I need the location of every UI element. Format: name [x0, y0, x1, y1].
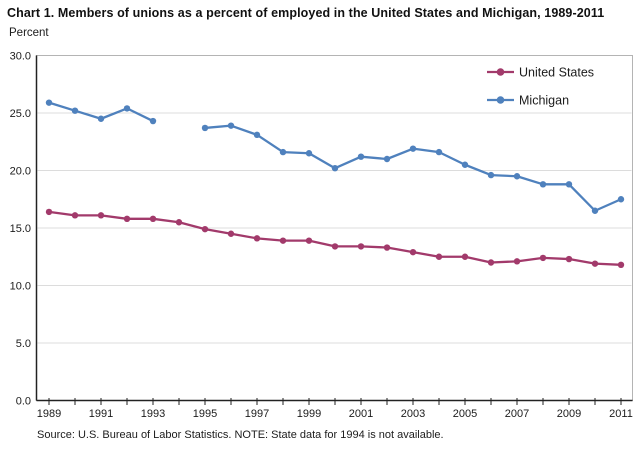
- data-point-united-states-1991: [97, 212, 105, 219]
- data-point-michigan-1997: [253, 131, 261, 139]
- y-tick-label-15: 15.0: [10, 223, 31, 235]
- x-tick-label-1995: 1995: [193, 408, 217, 420]
- y-tick-label-25: 25.0: [10, 108, 31, 120]
- data-point-michigan-2011: [617, 196, 625, 203]
- legend-label-united-states: United States: [519, 66, 594, 80]
- data-point-michigan-2006: [487, 171, 495, 179]
- chart-title: Chart 1. Members of unions as a percent …: [7, 6, 605, 20]
- data-point-united-states-1990: [71, 212, 79, 219]
- data-point-united-states-2008: [539, 254, 547, 262]
- y-tick-label-0: 0.0: [16, 396, 31, 408]
- data-point-michigan-2007: [513, 173, 521, 180]
- data-point-michigan-2005: [461, 161, 469, 168]
- data-point-united-states-2007: [513, 258, 521, 265]
- data-point-united-states-2006: [487, 259, 495, 266]
- data-point-united-states-2009: [565, 255, 573, 263]
- legend-marker-michigan: [496, 96, 505, 104]
- data-point-michigan-2008: [539, 181, 547, 188]
- data-point-united-states-2010: [591, 260, 599, 267]
- data-point-michigan-1996: [227, 122, 235, 129]
- data-point-michigan-1990: [71, 107, 79, 114]
- data-point-united-states-1994: [175, 219, 183, 226]
- data-point-united-states-2011: [617, 261, 625, 268]
- x-tick-label-1997: 1997: [245, 408, 269, 420]
- data-point-united-states-2003: [409, 248, 417, 256]
- data-point-united-states-1996: [227, 230, 235, 237]
- x-tick-label-2005: 2005: [453, 408, 477, 420]
- x-tick-label-1989: 1989: [37, 408, 61, 420]
- x-tick-label-1999: 1999: [297, 408, 321, 420]
- data-point-michigan-2002: [383, 155, 391, 163]
- data-point-united-states-1997: [253, 235, 261, 242]
- x-tick-label-2009: 2009: [557, 408, 581, 420]
- x-tick-label-2003: 2003: [401, 408, 425, 420]
- data-point-united-states-2002: [383, 244, 391, 251]
- data-point-michigan-1991: [97, 115, 105, 122]
- data-point-michigan-1989: [45, 99, 53, 106]
- data-point-michigan-1993: [149, 117, 157, 125]
- legend-marker-united-states: [496, 68, 505, 76]
- x-tick-label-2007: 2007: [505, 408, 529, 420]
- y-tick-label-20: 20.0: [10, 166, 31, 178]
- data-point-united-states-1989: [45, 208, 53, 216]
- data-point-united-states-1992: [123, 215, 131, 222]
- data-point-united-states-1999: [305, 237, 313, 244]
- y-axis-unit-label: Percent: [9, 27, 49, 39]
- data-point-united-states-1995: [201, 225, 209, 233]
- data-point-united-states-1993: [149, 215, 157, 222]
- data-point-michigan-2009: [565, 181, 573, 188]
- x-tick-label-1991: 1991: [89, 408, 113, 420]
- data-point-united-states-2001: [357, 243, 365, 250]
- data-point-michigan-1992: [123, 105, 131, 112]
- y-tick-label-5: 5.0: [16, 338, 31, 350]
- y-tick-label-10: 10.0: [10, 281, 31, 293]
- x-tick-label-2001: 2001: [349, 408, 373, 420]
- data-point-michigan-2004: [435, 148, 443, 156]
- data-point-michigan-2003: [409, 145, 417, 152]
- data-point-united-states-2000: [331, 243, 339, 250]
- data-point-michigan-2001: [357, 153, 365, 160]
- data-point-united-states-2005: [461, 253, 469, 260]
- x-tick-label-2011: 2011: [609, 408, 633, 420]
- data-point-michigan-2000: [331, 165, 339, 172]
- legend-label-michigan: Michigan: [519, 94, 569, 108]
- x-tick-label-1993: 1993: [141, 408, 165, 420]
- data-point-united-states-1998: [279, 237, 287, 244]
- data-point-michigan-1995: [201, 124, 209, 132]
- data-point-michigan-1998: [279, 148, 287, 156]
- y-tick-label-30: 30.0: [10, 51, 31, 63]
- data-point-michigan-2010: [591, 207, 599, 214]
- data-point-michigan-1999: [305, 150, 313, 157]
- data-point-united-states-2004: [435, 253, 443, 260]
- source-note: Source: U.S. Bureau of Labor Statistics.…: [37, 429, 444, 441]
